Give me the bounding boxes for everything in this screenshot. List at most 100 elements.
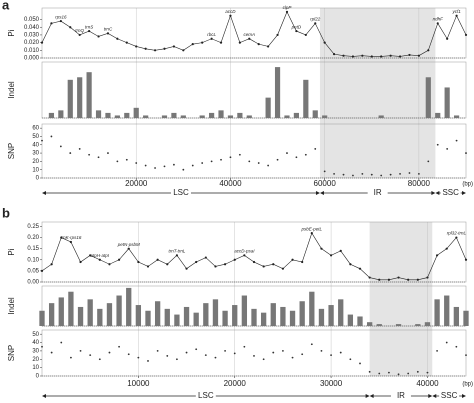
region-label: LSC: [198, 391, 214, 400]
snp-point: [301, 353, 304, 356]
snp-point: [50, 351, 53, 354]
pi-point: [252, 260, 256, 264]
indel-bar: [58, 110, 64, 118]
region-arrow: [42, 191, 46, 195]
y-tick-label: 30: [32, 348, 39, 354]
y-tick-label: 0.030: [24, 33, 40, 39]
snp-point: [417, 172, 420, 175]
pi-point: [427, 49, 430, 52]
pi-point: [408, 53, 411, 57]
x-unit: (bp): [462, 182, 473, 188]
x-tick-label: 20000: [125, 179, 148, 188]
region-label: SSC: [441, 391, 458, 400]
pi-point: [248, 37, 251, 40]
indel-bar: [274, 67, 281, 118]
snp-point: [397, 373, 400, 376]
indel-bar: [424, 322, 431, 326]
gene-label: accD: [225, 9, 236, 14]
y-axis-label: Pi: [7, 248, 16, 255]
y-tick-label: 0.020: [24, 40, 40, 46]
snp-point: [220, 158, 222, 161]
panel-label: b: [2, 205, 10, 220]
y-tick-label: 40: [32, 340, 39, 346]
indel-bar: [260, 312, 267, 326]
indel-bar: [212, 299, 219, 326]
region-arrow: [432, 394, 437, 398]
pi-point: [125, 41, 128, 44]
snp-point: [224, 350, 226, 352]
snp-point: [107, 152, 109, 154]
y-axis-label: Indel: [7, 81, 16, 99]
snp-point: [79, 350, 82, 352]
pi-point: [88, 29, 91, 33]
y-tick-label: 0.050: [24, 17, 40, 23]
y-tick-label: 0.05: [27, 268, 39, 274]
snp-point: [173, 163, 175, 166]
region-arrow: [435, 191, 440, 195]
snp-point: [352, 174, 354, 177]
pi-point: [281, 267, 285, 270]
gene-label: accD-psaI: [234, 249, 255, 254]
pi-point: [214, 265, 217, 268]
pi-point: [426, 276, 429, 279]
pi-point: [50, 263, 53, 266]
pi-point: [351, 55, 355, 58]
indel-bar: [171, 112, 177, 118]
snp-point: [276, 158, 279, 161]
snp-point: [59, 145, 62, 148]
snp-point: [427, 160, 430, 163]
region-arrow: [428, 394, 433, 398]
snp-point: [253, 355, 255, 357]
region-arrow: [462, 191, 466, 195]
pi-point: [223, 263, 227, 266]
indel-bar: [48, 112, 55, 118]
y-tick-label: 0.15: [27, 246, 39, 252]
indel-bar: [322, 115, 328, 118]
region-arrow: [319, 191, 324, 195]
pi-point: [146, 265, 150, 268]
gene-label: trnC: [104, 27, 113, 32]
snp-point: [465, 354, 467, 356]
gene-label: trnT-trnL: [168, 249, 185, 254]
indel-bar: [77, 77, 83, 118]
x-tick-label: 10000: [127, 379, 150, 388]
y-axis-label: Pi: [7, 29, 16, 36]
indel-bar: [164, 308, 170, 326]
pi-point: [175, 254, 179, 257]
snp-point: [166, 355, 169, 357]
snp-point: [389, 173, 392, 176]
panel-label: a: [2, 0, 10, 12]
pi-point: [332, 53, 336, 56]
pi-point: [50, 22, 53, 25]
pi-point: [389, 54, 392, 57]
pi-point: [380, 55, 383, 58]
snp-point: [359, 362, 361, 365]
pi-point: [285, 10, 289, 13]
pi-point: [416, 278, 419, 281]
gene-label: psbE-petL: [301, 226, 323, 231]
x-tick-label: 60000: [314, 179, 337, 188]
pi-point: [182, 49, 185, 52]
y-tick-label: 40: [32, 142, 39, 148]
gene-label: petN-psbM: [117, 242, 140, 247]
region-label-bg: [440, 188, 461, 198]
indel-bar: [67, 79, 73, 118]
indel-bar: [434, 299, 440, 326]
indel-bar: [289, 310, 296, 326]
indel-bar: [303, 79, 309, 118]
indel-bar: [338, 299, 344, 326]
indel-bar: [199, 115, 205, 118]
gene-label: rps16: [55, 14, 67, 19]
pi-point: [370, 55, 373, 58]
pi-point: [464, 258, 468, 261]
pi-point: [204, 256, 207, 259]
snp-point: [262, 358, 265, 361]
snp-point: [50, 135, 53, 138]
y-tick-label: 0.25: [27, 224, 39, 230]
indel-bar: [444, 295, 450, 326]
pi-point: [397, 276, 400, 279]
region-label-bg: [170, 188, 191, 198]
indel-bar: [312, 110, 318, 118]
pi-point: [144, 47, 147, 50]
indel-bar: [174, 314, 180, 326]
